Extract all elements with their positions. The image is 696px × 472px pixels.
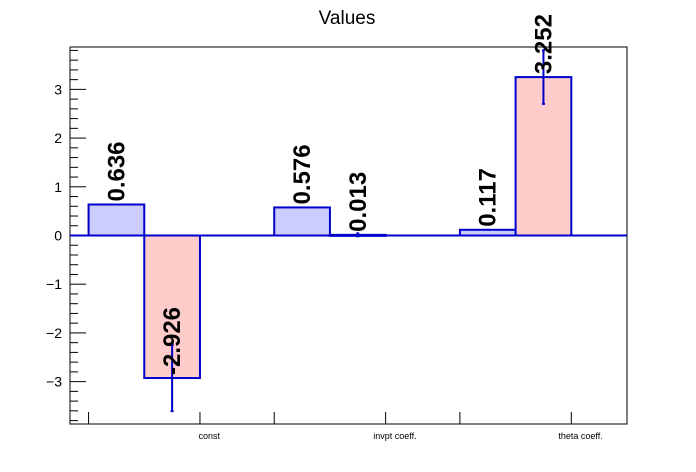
x-tick-label: theta coeff. (558, 431, 602, 441)
data-label: 0.576 (289, 144, 316, 204)
x-tick-label: invpt coeff. (373, 431, 416, 441)
y-tick-label: 3 (54, 81, 62, 97)
x-axis: const invpt coeff. theta coeff. (88, 412, 603, 441)
y-tick-label: 2 (54, 130, 62, 146)
data-label: 3.252 (530, 14, 557, 74)
data-label: 0.013 (345, 172, 372, 232)
chart-title: Values (319, 8, 376, 29)
bar (87, 203, 146, 237)
bar (273, 206, 331, 237)
data-labels: 0.636 0.576 0.117 -2.926 0.013 3.252 (103, 14, 557, 375)
y-tick-label: −1 (46, 276, 62, 292)
y-axis: −3 −2 −1 0 1 2 3 (46, 49, 86, 422)
data-label: 0.117 (475, 168, 502, 227)
data-label: 0.636 (103, 141, 130, 201)
data-label: -2.926 (159, 307, 186, 375)
error-bars (170, 49, 545, 413)
y-tick-label: −2 (46, 325, 62, 341)
y-tick-label: −3 (46, 374, 62, 390)
y-tick-label: 0 (54, 228, 62, 244)
x-tick-label: const (198, 431, 220, 441)
y-tick-label: 1 (54, 179, 62, 195)
